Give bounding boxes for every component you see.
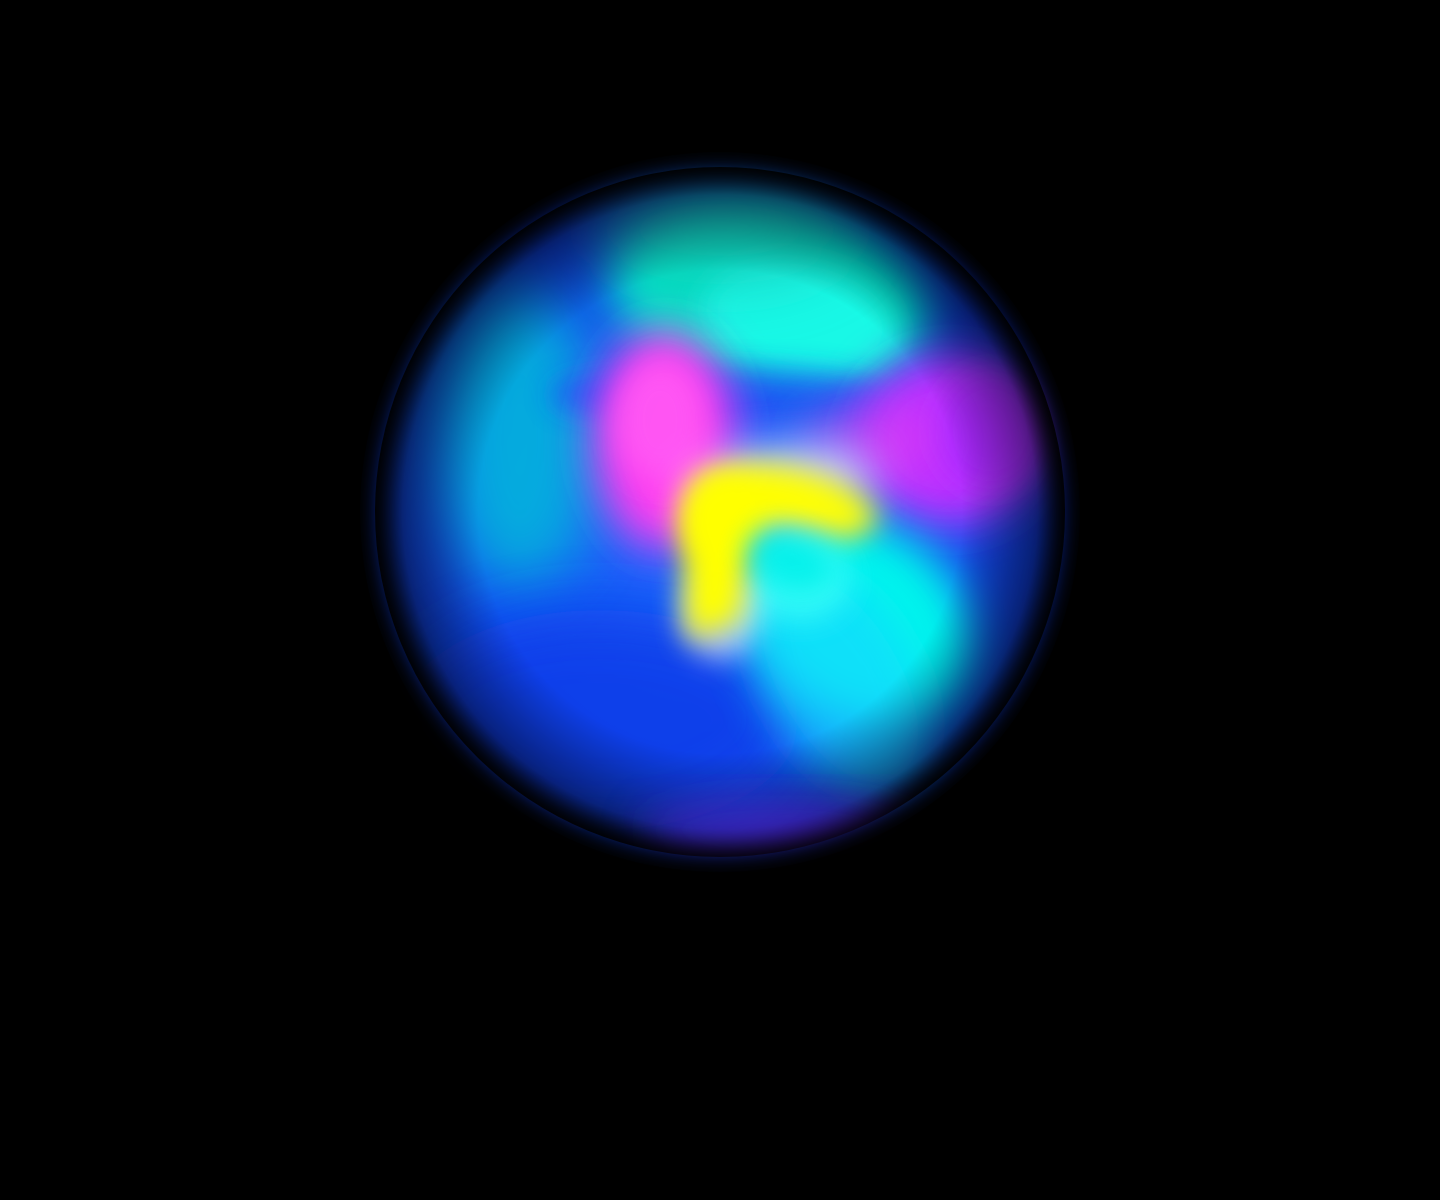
orb-body [360, 152, 1080, 872]
